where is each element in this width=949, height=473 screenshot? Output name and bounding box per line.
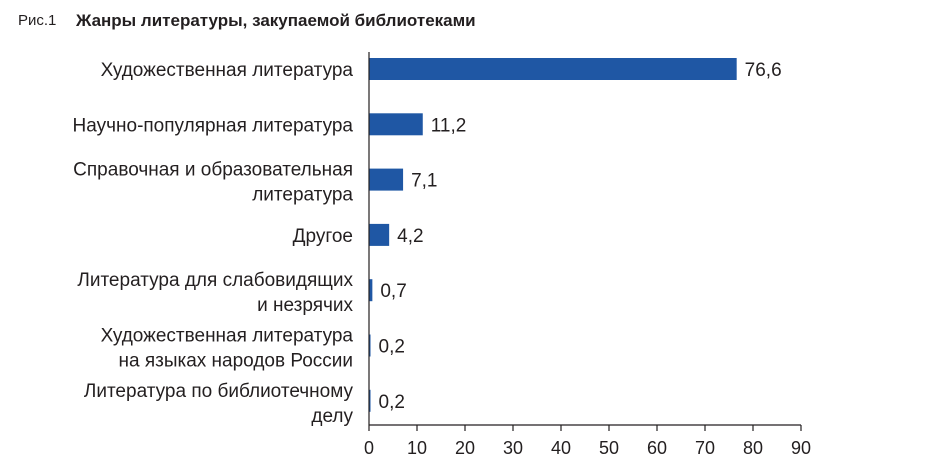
value-label: 0,2 (379, 337, 405, 358)
value-label: 76,6 (745, 60, 782, 81)
value-label: 7,1 (411, 171, 437, 192)
x-tick-label: 50 (599, 438, 619, 458)
bar (369, 168, 404, 191)
bar (369, 334, 371, 357)
category-label: Художественная литература (101, 326, 354, 347)
category-labels-layer: Художественная литература Научно-популярн… (73, 60, 354, 427)
category-label: литература (252, 185, 353, 206)
figure-number: Рис.1 (18, 12, 57, 29)
value-label: 0,7 (380, 281, 406, 302)
x-tick-label: 0 (364, 438, 374, 458)
category-label: Справочная и образовательная (73, 160, 353, 181)
value-label: 4,2 (397, 226, 423, 247)
chart-title: Жанры литературы, закупаемой библиотекам… (76, 11, 476, 30)
category-label: Литература для слабовидящих (77, 270, 353, 291)
x-tick-label: 20 (455, 438, 475, 458)
x-tick-label: 80 (743, 438, 763, 458)
bar (369, 279, 373, 302)
bar (369, 389, 371, 412)
x-tick-label: 70 (695, 438, 715, 458)
value-label: 0,2 (379, 392, 405, 413)
category-label: Научно-популярная литература (73, 115, 354, 136)
bar (369, 58, 737, 80)
category-label: Литература по библиотечному (84, 381, 354, 402)
category-label: и незрячих (257, 295, 353, 316)
category-label: на языках народов России (118, 351, 353, 372)
value-labels-layer: 76,6 11,2 7,1 4,2 0,7 0,2 0,2 (379, 60, 782, 413)
value-label: 11,2 (431, 115, 467, 136)
category-label: делу (311, 406, 353, 427)
x-tick-label: 30 (503, 438, 523, 458)
bar (369, 223, 390, 246)
x-tick-label: 10 (407, 438, 427, 458)
category-label: Художественная литература (101, 60, 354, 81)
x-tick-label: 90 (791, 438, 811, 458)
bars-layer (369, 58, 737, 412)
x-tick-label: 60 (647, 438, 667, 458)
x-tick-label: 40 (551, 438, 571, 458)
bar (369, 113, 423, 136)
x-axis: 0 10 20 30 40 50 60 70 80 90 (364, 52, 811, 458)
category-label: Другое (293, 226, 353, 247)
